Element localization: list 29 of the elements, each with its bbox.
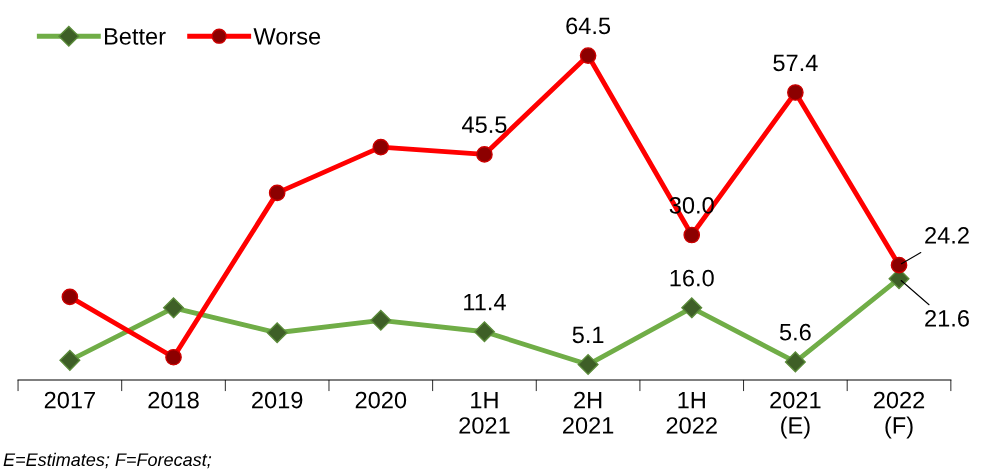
x-tick-label: 2022 (F) — [873, 391, 925, 439]
point — [163, 297, 185, 319]
point — [577, 353, 599, 376]
x-tick-label: 2018 — [148, 391, 199, 409]
point — [784, 351, 806, 373]
point — [266, 322, 288, 344]
legend-label: Worse — [253, 28, 321, 45]
data-label: 45.5 — [462, 116, 507, 134]
point — [681, 297, 703, 319]
x-tick-label: 1H 2021 — [459, 391, 510, 434]
x-tick-label: 2H 2021 — [563, 391, 614, 434]
data-label: 5.1 — [572, 326, 604, 344]
text: E=Estimates; F=Forecast; — [3, 452, 212, 469]
x-tick-label: 2021 (E) — [770, 391, 821, 439]
data-label: 16.0 — [670, 269, 714, 287]
data-label: 5.6 — [779, 323, 811, 341]
x-tick-label: 2019 — [252, 391, 303, 409]
data-label: 11.4 — [464, 293, 506, 311]
x-tick-label: 2020 — [355, 391, 407, 409]
point — [370, 309, 392, 331]
data-label: 21.6 — [925, 309, 969, 327]
data-label: 57.4 — [773, 54, 818, 72]
x-tick-label: 2017 — [44, 391, 95, 409]
legend-label: Better — [104, 28, 166, 45]
x-tick-label: 1H 2022 — [666, 391, 717, 434]
data-label: 24.2 — [925, 227, 969, 244]
point — [473, 321, 495, 343]
point — [59, 349, 81, 371]
data-label: 64.5 — [566, 17, 611, 35]
